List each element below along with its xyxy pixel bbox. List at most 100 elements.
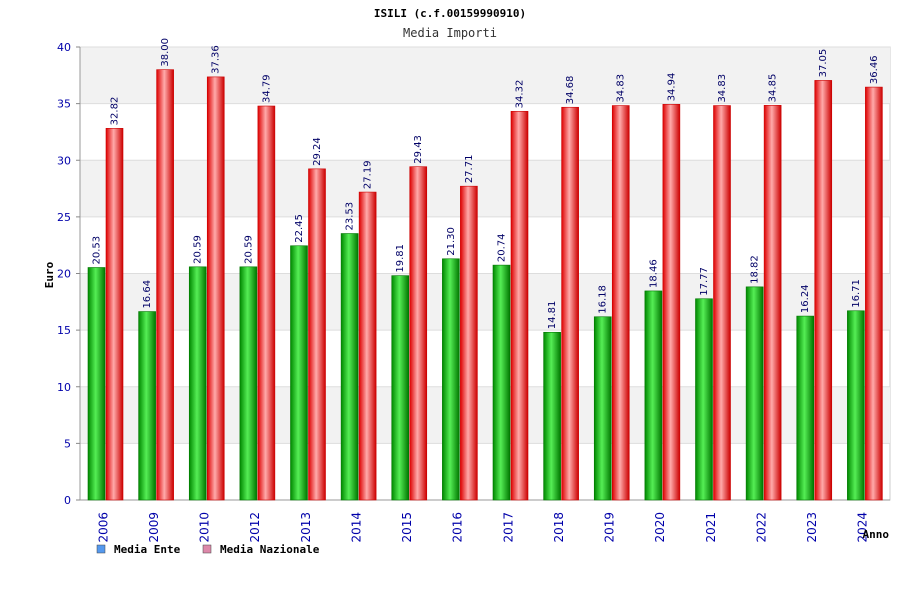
legend-label-media-nazionale: Media Nazionale — [220, 543, 320, 556]
data-label-media-ente-2022: 18.82 — [750, 255, 761, 284]
bar-media-ente-2006 — [87, 267, 106, 501]
data-label-media-ente-2017: 20.74 — [497, 233, 508, 262]
y-tick-label: 15 — [57, 324, 71, 337]
bar-media-ente-2015 — [391, 275, 410, 501]
bar-media-nazionale-2010 — [206, 76, 225, 501]
x-tick-label-2017: 2017 — [501, 512, 515, 543]
bar-media-ente-2016 — [442, 258, 460, 501]
bar-media-nazionale-2012 — [257, 105, 276, 501]
x-tick-label-2021: 2021 — [704, 512, 718, 543]
y-tick-label: 25 — [57, 211, 71, 224]
x-tick-label-2014: 2014 — [349, 512, 363, 543]
x-axis-label: Anno — [863, 528, 890, 541]
legend: Media Ente Media Nazionale — [96, 543, 320, 556]
data-label-media-nazionale-2015: 29.43 — [413, 135, 424, 164]
data-label-media-ente-2016: 21.30 — [446, 227, 457, 256]
bar-media-nazionale-2015 — [409, 166, 428, 501]
data-label-media-nazionale-2020: 34.94 — [666, 73, 677, 102]
x-tick-label-2024: 2024 — [856, 512, 870, 543]
data-label-media-ente-2009: 16.64 — [142, 280, 153, 309]
bar-media-nazionale-2023 — [814, 80, 833, 501]
bar-media-ente-2017 — [492, 264, 511, 501]
x-tick-label-2006: 2006 — [96, 512, 110, 543]
y-tick-label: 0 — [64, 494, 71, 507]
bar-media-ente-2009 — [138, 311, 156, 501]
y-tick-label: 5 — [64, 437, 71, 450]
data-label-media-nazionale-2023: 37.05 — [818, 49, 829, 78]
bar-media-nazionale-2014 — [358, 191, 377, 501]
data-label-media-ente-2015: 19.81 — [395, 244, 406, 273]
y-tick-label: 10 — [57, 381, 71, 394]
data-label-media-nazionale-2012: 34.79 — [261, 74, 272, 103]
legend-label-media-ente: Media Ente — [114, 543, 181, 556]
bar-media-ente-2013 — [290, 245, 308, 501]
y-tick-label: 35 — [57, 98, 71, 111]
x-tick-label-2020: 2020 — [653, 512, 667, 543]
bar-media-nazionale-2019 — [611, 105, 630, 501]
bar-media-nazionale-2024 — [865, 86, 883, 501]
x-tick-label-2010: 2010 — [198, 512, 212, 543]
bar-media-nazionale-2021 — [713, 105, 731, 501]
bar-media-ente-2018 — [543, 331, 561, 501]
x-tick-label-2012: 2012 — [248, 512, 262, 543]
data-label-media-ente-2010: 20.59 — [193, 235, 204, 264]
bar-media-ente-2021 — [695, 298, 713, 501]
data-label-media-nazionale-2024: 36.46 — [869, 55, 880, 84]
data-label-media-nazionale-2019: 34.83 — [616, 74, 627, 103]
bar-media-ente-2014 — [340, 233, 359, 501]
bar-media-nazionale-2013 — [308, 168, 326, 501]
bar-media-nazionale-2017 — [510, 111, 529, 501]
data-label-media-ente-2023: 16.24 — [800, 284, 811, 313]
data-label-media-ente-2006: 20.53 — [92, 236, 103, 265]
data-label-media-nazionale-2006: 32.82 — [110, 97, 121, 126]
legend-swatch-media-ente — [96, 544, 106, 554]
y-tick-label: 20 — [57, 268, 71, 281]
bar-media-nazionale-2020 — [662, 104, 681, 501]
data-label-media-nazionale-2021: 34.83 — [717, 74, 728, 103]
bar-media-nazionale-2016 — [460, 185, 478, 501]
x-tick-label-2023: 2023 — [805, 512, 819, 543]
bar-media-ente-2024 — [847, 310, 865, 501]
y-axis-ticks: 0 5 10 15 20 25 30 35 40 — [57, 41, 80, 507]
data-label-media-nazionale-2018: 34.68 — [565, 76, 576, 105]
y-axis-label: Euro — [43, 261, 56, 288]
data-label-media-nazionale-2009: 38.00 — [160, 38, 171, 67]
legend-swatch-media-nazionale — [202, 544, 212, 554]
data-label-media-nazionale-2017: 34.32 — [515, 80, 526, 109]
data-label-media-nazionale-2013: 29.24 — [312, 137, 323, 166]
data-label-media-ente-2014: 23.53 — [345, 202, 356, 231]
x-axis-ticks: 2006 2009 2010 2012 2013 2014 2015 2016 2017 2018… — [96, 512, 869, 543]
data-label-media-nazionale-2010: 37.36 — [211, 45, 222, 74]
data-label-media-ente-2013: 22.45 — [294, 214, 305, 243]
data-label-media-ente-2020: 18.46 — [648, 259, 659, 288]
data-label-media-nazionale-2016: 27.71 — [464, 155, 475, 184]
bar-media-nazionale-2022 — [763, 105, 782, 501]
x-tick-label-2009: 2009 — [147, 512, 161, 543]
bar-media-ente-2012 — [239, 266, 258, 501]
data-label-media-ente-2012: 20.59 — [243, 235, 254, 264]
chart-subtitle: Media Importi — [403, 26, 497, 40]
x-tick-label-2019: 2019 — [603, 512, 617, 543]
data-label-media-ente-2021: 17.77 — [699, 267, 710, 296]
x-tick-label-2022: 2022 — [754, 512, 768, 543]
data-label-media-nazionale-2014: 27.19 — [363, 160, 374, 189]
data-label-media-ente-2019: 16.18 — [598, 285, 609, 314]
bars: 20.53 32.82 16.64 38.00 20.59 37.36 20.59 34.79… — [87, 38, 883, 501]
bar-media-nazionale-2018 — [561, 106, 579, 501]
bar-media-ente-2010 — [188, 266, 207, 501]
data-label-media-nazionale-2022: 34.85 — [768, 74, 779, 103]
data-label-media-ente-2024: 16.71 — [851, 279, 862, 308]
x-tick-label-2018: 2018 — [552, 512, 566, 543]
x-tick-label-2013: 2013 — [299, 512, 313, 543]
y-tick-label: 30 — [57, 154, 71, 167]
bar-media-ente-2022 — [745, 286, 764, 501]
x-tick-label-2016: 2016 — [451, 512, 465, 543]
bar-media-ente-2020 — [644, 290, 663, 501]
bar-media-ente-2019 — [593, 316, 612, 501]
x-tick-label-2015: 2015 — [400, 512, 414, 543]
chart-title: ISILI (c.f.00159990910) — [374, 7, 526, 20]
bar-media-ente-2023 — [796, 315, 815, 501]
bar-media-nazionale-2006 — [105, 128, 124, 501]
data-label-media-ente-2018: 14.81 — [547, 301, 558, 330]
